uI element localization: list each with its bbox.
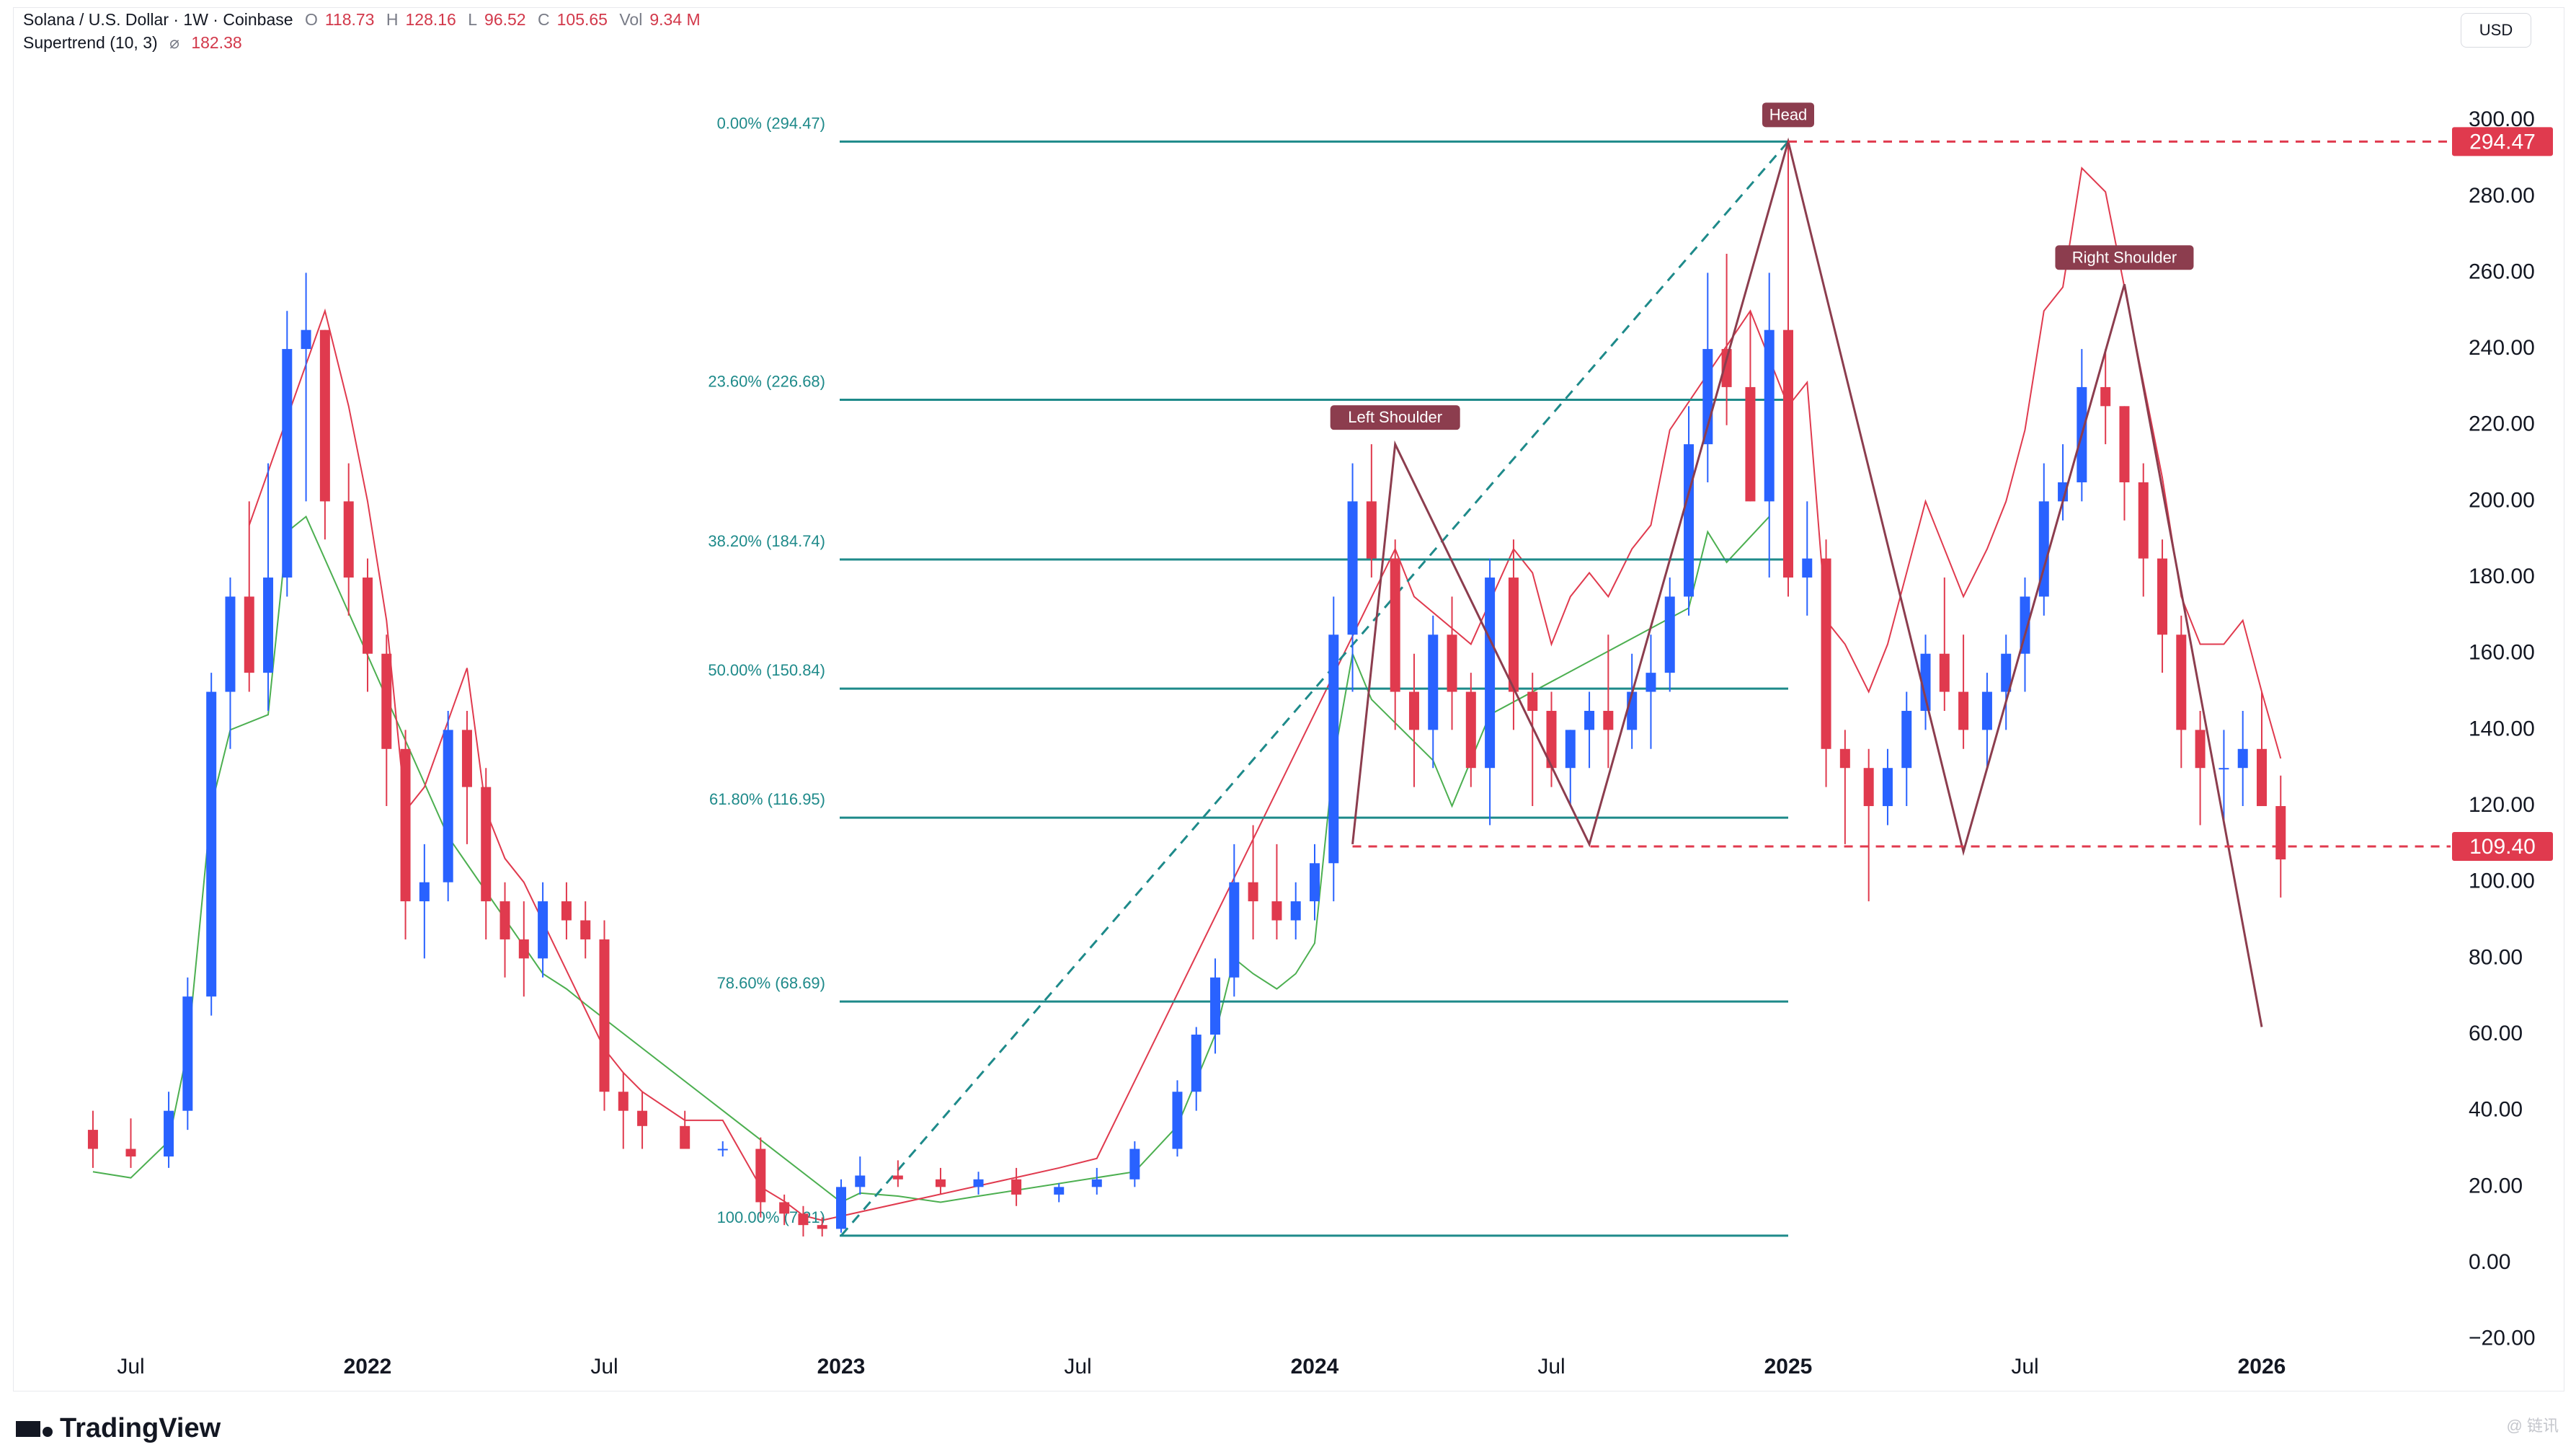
indicator-legend[interactable]: Supertrend (10, 3) ⌀ 182.38 [23, 33, 249, 53]
volume-value: 9.34 M [649, 10, 701, 29]
close-value: 105.65 [556, 10, 608, 29]
high-value: 128.16 [405, 10, 456, 29]
watermark: @ 链讯 [2506, 1417, 2559, 1435]
indicator-name: Supertrend (10, 3) [23, 33, 158, 52]
currency-button[interactable]: USD [2461, 13, 2531, 48]
indicator-value: 182.38 [191, 33, 242, 52]
symbol-title: Solana / U.S. Dollar · 1W · Coinbase [23, 10, 293, 29]
eye-slash-icon[interactable]: ⌀ [169, 33, 179, 52]
low-value: 96.52 [484, 10, 526, 29]
open-value: 118.73 [324, 10, 375, 29]
tradingview-logo[interactable]: TradingView [16, 1413, 221, 1444]
brand-name: TradingView [60, 1413, 221, 1443]
tv-logo-icon [16, 1420, 53, 1437]
symbol-legend[interactable]: Solana / U.S. Dollar · 1W · Coinbase O 11… [23, 10, 701, 29]
chart-frame [13, 7, 2564, 1391]
